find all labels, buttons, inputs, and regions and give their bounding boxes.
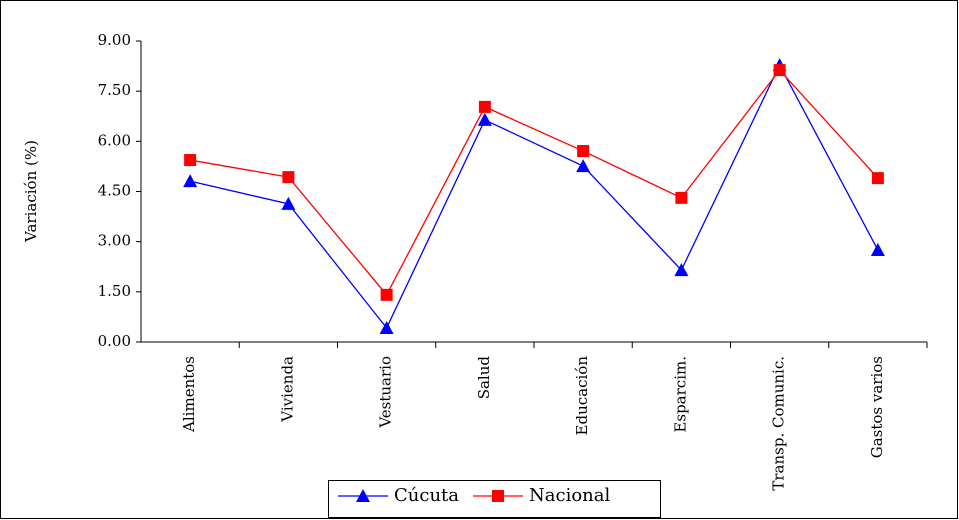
marker [576, 159, 591, 173]
marker [282, 171, 295, 184]
marker [379, 320, 394, 334]
legend-label: Cúcuta [394, 485, 459, 506]
y-tick-label: 3.00 [98, 232, 131, 250]
x-tick-label: Alimentos [180, 356, 198, 433]
x-tick-label: Salud [475, 356, 493, 400]
y-tick-label: 0.00 [98, 332, 131, 350]
marker [674, 263, 689, 277]
y-tick-label: 6.00 [98, 131, 131, 149]
legend: Cúcuta Nacional [328, 480, 661, 518]
marker [773, 64, 786, 77]
x-tick-label: Vivienda [278, 356, 296, 423]
legend-label: Nacional [529, 485, 610, 506]
y-axis-label: Variación (%) [22, 140, 40, 243]
marker [477, 112, 492, 126]
marker [478, 100, 491, 113]
marker [281, 196, 296, 210]
y-tick-label: 1.50 [98, 282, 131, 300]
marker [870, 243, 885, 257]
marker [492, 490, 505, 502]
marker [184, 154, 197, 167]
x-tick-label: Gastos varios [868, 356, 886, 458]
marker [356, 489, 370, 502]
x-tick-label: Transp. Comunic. [770, 356, 788, 491]
y-tick-label: 4.50 [98, 182, 131, 200]
series-line [189, 63, 879, 330]
marker [183, 174, 198, 188]
x-tick-label: Educación [573, 356, 591, 436]
series-line [190, 69, 879, 297]
marker [871, 172, 884, 185]
x-tick-label: Esparcim. [671, 356, 689, 433]
marker [577, 145, 590, 158]
marker [380, 288, 393, 301]
x-tick-label: Vestuario [377, 356, 395, 429]
y-tick-label: 9.00 [98, 31, 131, 49]
marker [675, 191, 688, 204]
y-tick-label: 7.50 [98, 81, 131, 99]
